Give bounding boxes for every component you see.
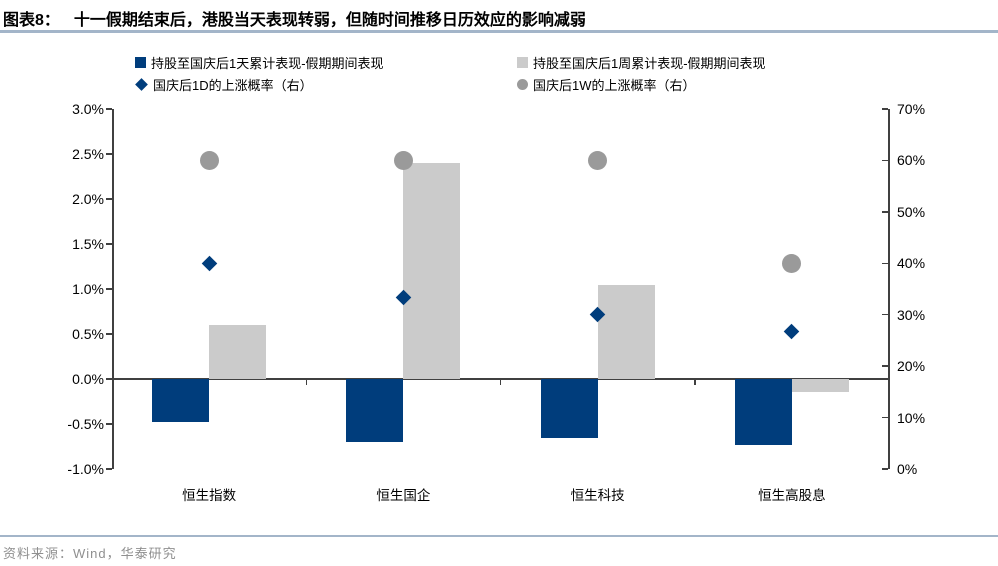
category-label-cat0: 恒生指数	[182, 488, 237, 503]
figure-title-text: 十一假期结束后，港股当天表现转弱，但随时间推移日历效应的影响减弱	[73, 12, 586, 29]
left-axis-tick	[106, 288, 112, 290]
bar-1w-cat3	[791, 379, 849, 392]
right-axis-tick	[882, 468, 888, 470]
left-axis-tick	[106, 243, 112, 245]
x-axis-tick	[499, 379, 502, 385]
figure-title: 图表8： 十一假期结束后，港股当天表现转弱，但随时间推移日历效应的影响减弱	[3, 6, 586, 30]
right-axis-tick-label: 10%	[897, 409, 926, 426]
bar-1d-cat3	[734, 379, 792, 445]
legend-label: 持股至国庆后1天累计表现-假期期间表现	[151, 55, 384, 71]
circle-1w-prob-cat1	[393, 150, 413, 170]
right-axis-tick	[882, 159, 888, 162]
bar-1w-cat1	[403, 163, 461, 379]
right-axis-tick	[882, 416, 888, 419]
bar-1d-cat2	[540, 379, 598, 438]
left-axis-tick-label: -0.5%	[67, 416, 104, 432]
left-axis-tick-label: 3.0%	[72, 101, 104, 117]
left-axis-tick	[106, 333, 112, 335]
bar-1d-cat1	[346, 379, 404, 442]
right-axis-tick-label: 60%	[897, 152, 926, 169]
category-label-cat3: 恒生高股息	[758, 488, 826, 503]
right-axis-tick	[882, 365, 888, 367]
legend-item-1d-prob: 国庆后1D的上涨概率（右）	[135, 76, 313, 93]
left-axis-tick-label: 0.5%	[72, 326, 104, 342]
right-axis-tick	[882, 262, 888, 265]
circle-1w-prob-cat3	[782, 253, 802, 273]
left-axis-tick	[106, 423, 112, 425]
figure-number: 图表8：	[3, 12, 60, 29]
circle-1w-prob-cat2	[588, 150, 608, 170]
legend-item-1d-bar: 持股至国庆后1天累计表现-假期期间表现	[135, 54, 384, 71]
left-axis-tick-label: 1.0%	[72, 281, 104, 297]
legend-label: 国庆后1W的上涨概率（右）	[533, 77, 696, 93]
right-axis-tick-label: 30%	[897, 306, 926, 323]
circle-1w-prob-cat0	[199, 150, 219, 170]
right-axis-tick-label: 50%	[897, 203, 926, 220]
left-axis-tick-label: 2.5%	[72, 146, 104, 162]
source-note: 资料来源：Wind，华泰研究	[3, 546, 177, 561]
right-axis-line	[888, 109, 890, 469]
bar-1w-cat2	[597, 284, 655, 379]
bar-1w-cat0	[209, 325, 267, 379]
right-axis-tick	[882, 108, 888, 110]
legend-item-1w-prob: 国庆后1W的上涨概率（右）	[517, 76, 696, 93]
left-axis-tick	[106, 153, 112, 155]
right-axis-tick-label: 40%	[897, 255, 926, 272]
right-axis-tick	[882, 313, 888, 316]
left-axis-tick-label: 0.0%	[72, 371, 104, 387]
left-axis-tick	[106, 378, 112, 380]
legend-square-gray-icon	[517, 56, 528, 68]
footer-separator	[0, 535, 998, 537]
left-axis-line	[112, 109, 114, 469]
legend-label: 国庆后1D的上涨概率（右）	[153, 77, 313, 93]
left-axis-tick	[106, 198, 112, 200]
title-separator	[0, 30, 998, 33]
legend-diamond-navy-icon	[135, 77, 148, 91]
category-label-cat2: 恒生科技	[570, 488, 625, 503]
diamond-1d-prob-cat3	[784, 323, 800, 340]
x-axis-tick	[305, 379, 307, 385]
right-axis-tick	[882, 211, 888, 213]
right-axis-tick-label: 20%	[897, 358, 926, 375]
legend-circle-gray-icon	[517, 78, 528, 90]
left-axis-tick	[106, 108, 112, 110]
diamond-1d-prob-cat0	[201, 255, 217, 272]
right-axis-tick-label: 0%	[897, 461, 918, 477]
bar-1d-cat0	[152, 379, 210, 423]
category-label-cat1: 恒生国企	[376, 488, 431, 503]
legend-item-1w-bar: 持股至国庆后1周累计表现-假期期间表现	[517, 54, 766, 71]
right-axis-tick-label: 70%	[897, 101, 926, 117]
left-axis-tick	[106, 468, 112, 470]
legend-square-navy-icon	[135, 56, 146, 68]
x-axis-tick	[694, 379, 696, 385]
legend-label: 持股至国庆后1周累计表现-假期期间表现	[533, 55, 766, 71]
left-axis-tick-label: 1.5%	[72, 236, 104, 252]
left-axis-tick-label: 2.0%	[72, 191, 104, 207]
left-axis-tick-label: -1.0%	[67, 461, 104, 477]
